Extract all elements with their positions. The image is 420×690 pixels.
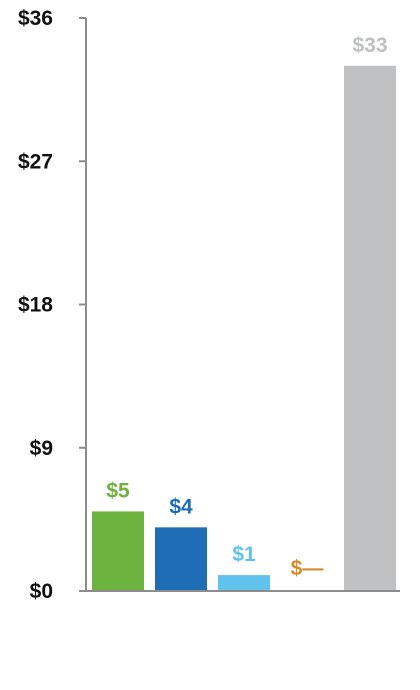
bar: [344, 65, 396, 591]
y-tick-label: $9: [30, 437, 53, 460]
y-axis: $0 $9 $18 $27 $36: [18, 7, 87, 603]
y-tick-label: $18: [18, 294, 53, 317]
y-tick-label: $0: [30, 580, 53, 603]
y-tick-label: $36: [18, 7, 53, 30]
data-labels: $5 $4 $1 $— $33: [106, 34, 387, 580]
bar: [218, 575, 270, 591]
bar-value-label: $5: [106, 479, 130, 502]
bar-value-label: $4: [169, 495, 193, 518]
bar: [92, 511, 144, 591]
bar-value-label: $1: [232, 543, 256, 566]
bars: [92, 65, 396, 591]
bar-value-label: $33: [352, 34, 387, 57]
y-tick-label: $27: [18, 150, 53, 173]
bar-value-label: $—: [291, 557, 324, 580]
bar: [155, 527, 207, 591]
